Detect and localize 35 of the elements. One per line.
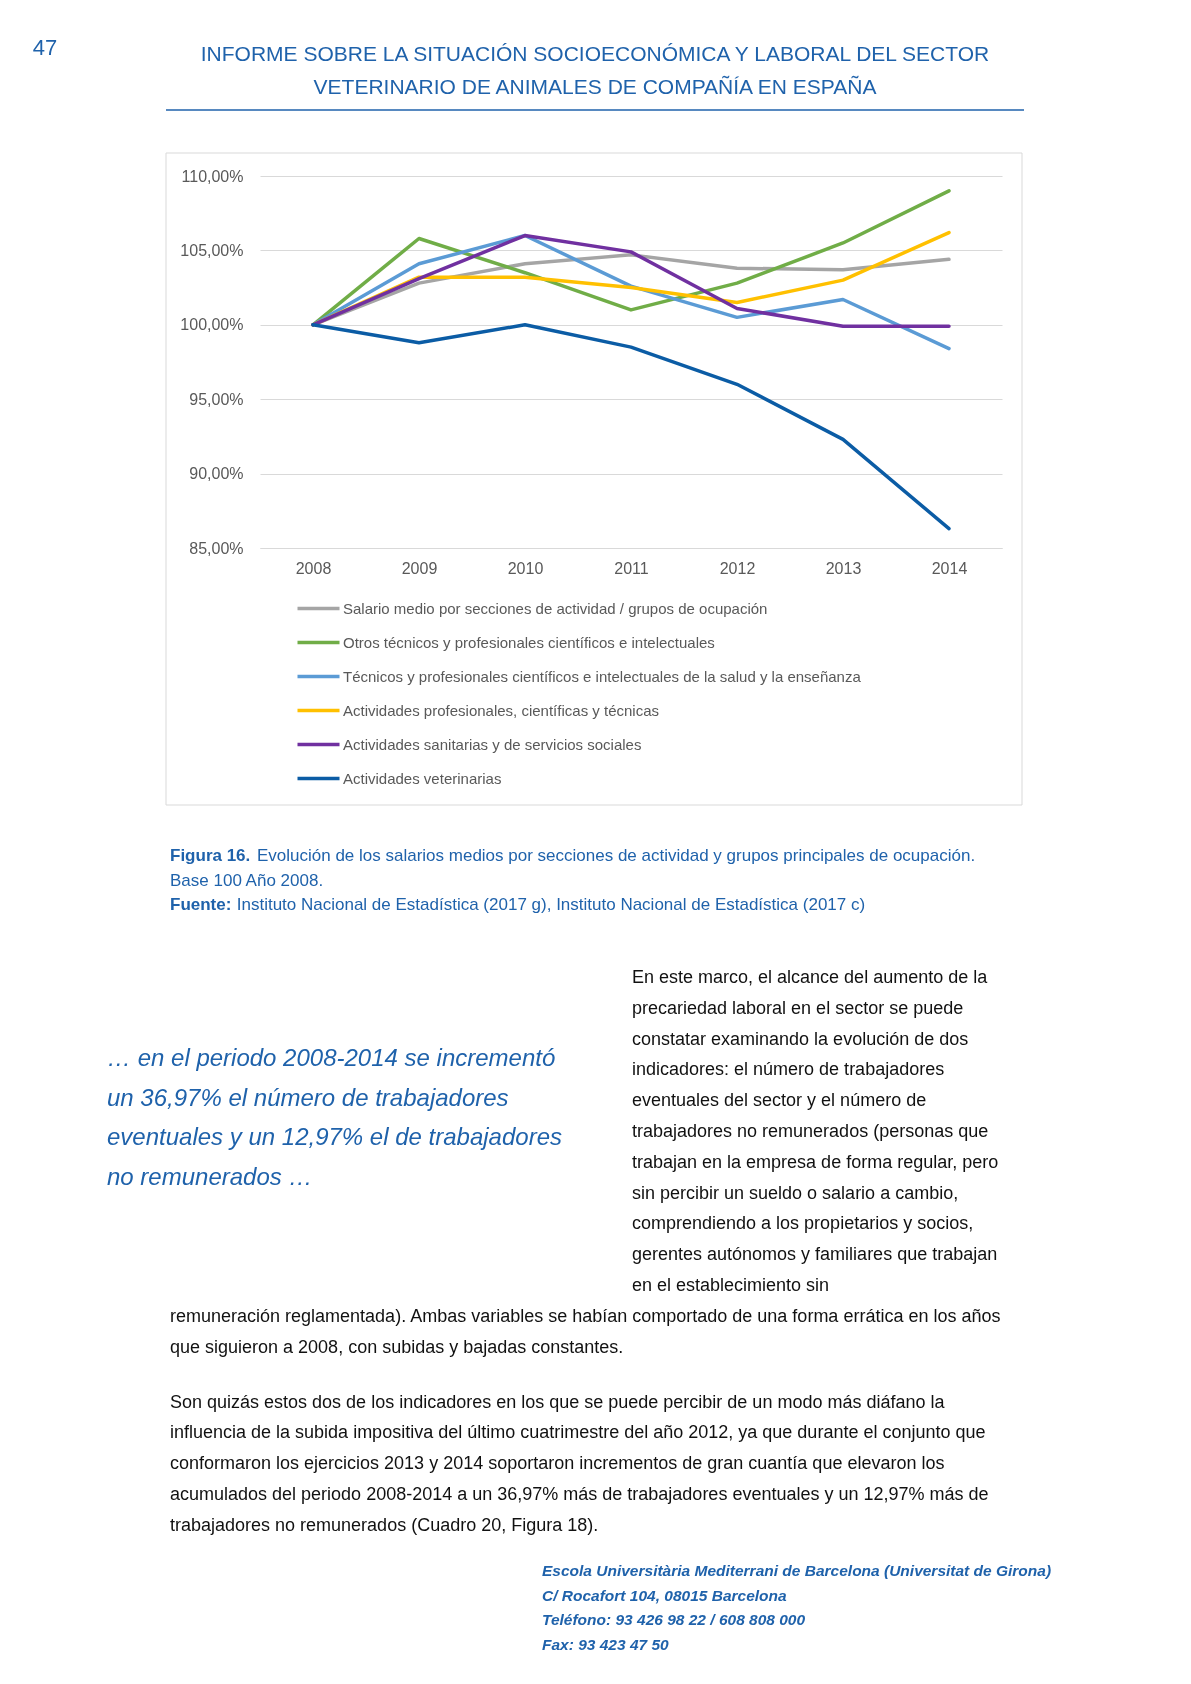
- text: Son quizás estos dos de los indicadores en los que se puede percibir de un modo más diáfano la influencia de la subida impositiva del último cuatrimestre del año 2012, ya que durante el conjunto que conformaron los ejercicios 2013 y 2014 soportaron incrementos de gran cuantía que elevaron los acumulados del periodo 2008-2014 a un 36,97% más de trabajadores eventuales y un 12,97% más de trabajadores no remunerados (Cuadro 20, Figura 18).: [170, 1391, 989, 1535]
- text: Escola Universitària Mediterrani de Barcelona (Universitat de Girona): [542, 1562, 1052, 1579]
- text: C/ Rocafort 104, 08015 Barcelona: [542, 1586, 788, 1604]
- text: Base 100 Año 2008.: [170, 870, 324, 890]
- x-tick-label: 2013: [825, 559, 862, 577]
- y-tick-label: 90,00%: [189, 465, 244, 483]
- y-tick-label: 95,00%: [189, 390, 244, 408]
- text: Fax: 93 423 47 50: [542, 1636, 670, 1654]
- legend-label: Actividades veterinarias: [343, 769, 502, 787]
- text: Evolución de los salarios medios por secciones de actividad y grupos principales de ocupación.: [256, 846, 976, 865]
- text: remuneración reglamentada). Ambas variables se habían comportado de una forma errática en los años que siguieron a 2008, con subidas y bajadas constantes.: [170, 1305, 1001, 1357]
- text: INFORME SOBRE LA SITUACIÓN SOCIOECONÓMICA Y LABORAL DEL SECTOR VETERINARIO DE ANIMALES DE COMPAÑÍA EN ESPAÑA: [200, 42, 990, 98]
- text: En este marco, el alcance del aumento de la precariedad laboral en el sector se puede constatar examinando la evolución de dos indicadores: el número de trabajadores eventuales del sector y el número de trabajadores no remunerados (personas que trabajan en la empresa de forma regular, pero sin percibir un sueldo o salario a cambio, comprendiendo a los propietarios y socios, gerentes autónomos y familiares que trabajan en el establecimiento sin: [632, 967, 999, 1295]
- x-tick-label: 2010: [507, 559, 544, 577]
- y-tick-label: 100,00%: [180, 316, 244, 334]
- text: … en el periodo 2008-2014 se incrementó un 36,97% el número de trabajadores eventuales y un 12,97% el de trabajadores no remunerados …: [107, 1044, 562, 1190]
- text: 47: [32, 35, 58, 60]
- text: Figura 16.: [170, 846, 251, 865]
- text: Teléfono: 93 426 98 22 / 608 808 000: [542, 1611, 806, 1629]
- x-tick-label: 2014: [931, 559, 968, 577]
- y-tick-label: 105,00%: [180, 241, 244, 259]
- x-tick-label: 2012: [719, 559, 756, 577]
- line-series: [311, 323, 951, 531]
- legend-label: Actividades profesionales, científicas y técnicas: [343, 701, 659, 719]
- legend-label: Salario medio por secciones de actividad / grupos de ocupación: [343, 599, 768, 617]
- x-tick-label: 2009: [401, 559, 438, 577]
- source-note: Fuente:: [170, 895, 232, 914]
- y-tick-label: 85,00%: [189, 539, 244, 557]
- x-tick-label: 2008: [295, 559, 332, 577]
- legend-label: Técnicos y profesionales científicos e intelectuales de la salud y la enseñanza: [343, 667, 862, 685]
- legend-label: Otros técnicos y profesionales científicos e intelectuales: [343, 633, 715, 651]
- x-tick-label: 2011: [614, 559, 649, 577]
- y-tick-label: 110,00%: [181, 167, 244, 185]
- text: Instituto Nacional de Estadística (2017 g), Instituto Nacional de Estadística (2017 c): [236, 895, 866, 914]
- legend-label: Actividades sanitarias y de servicios sociales: [343, 735, 642, 753]
